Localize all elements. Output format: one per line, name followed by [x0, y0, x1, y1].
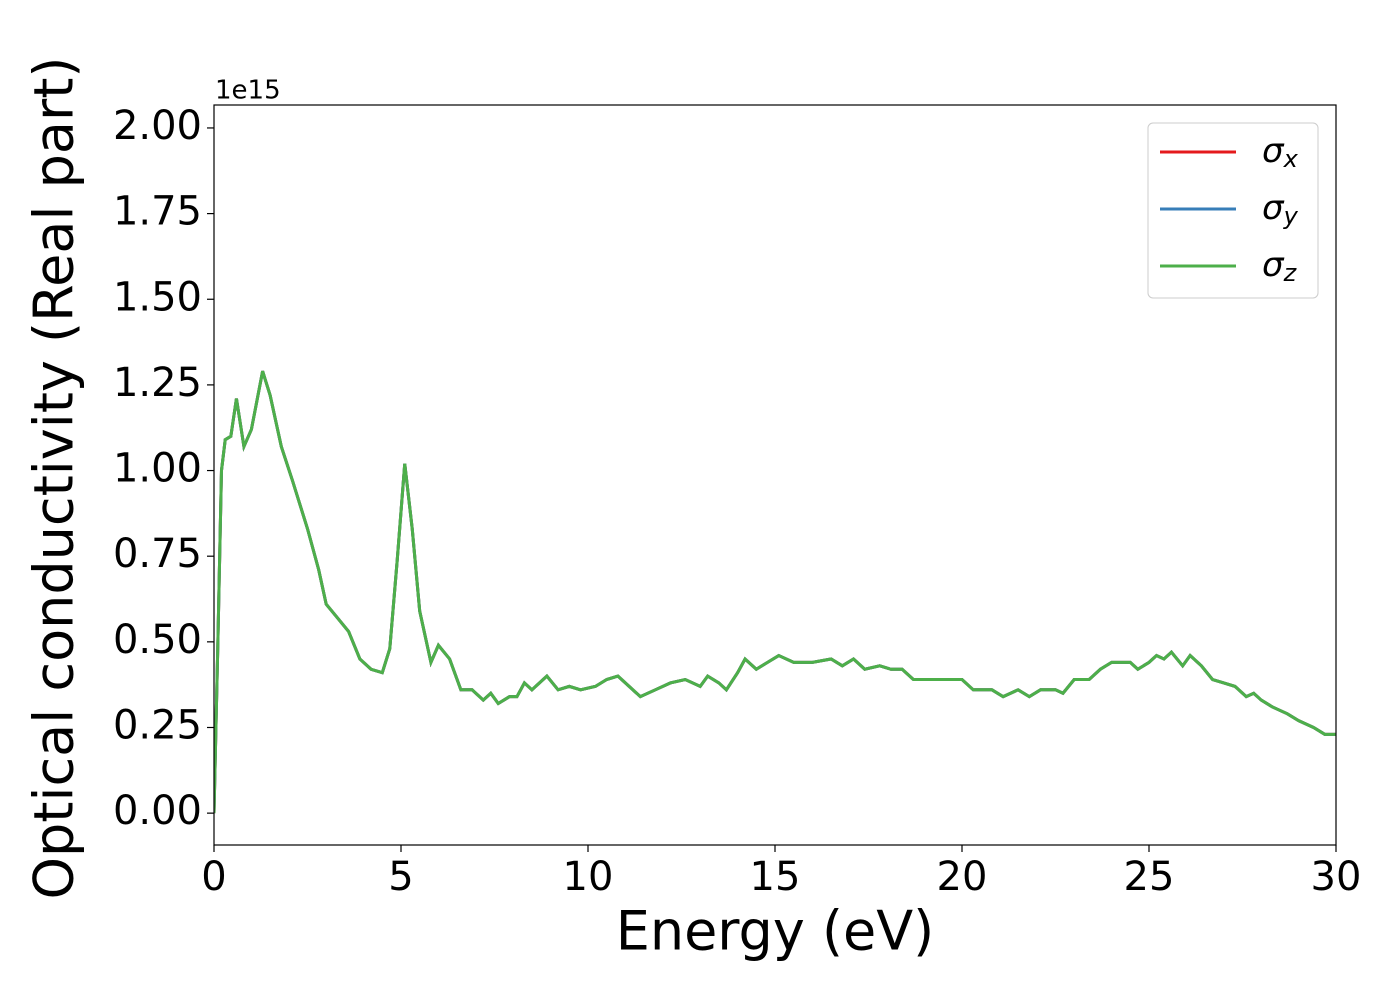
y-tick-label: 1.00: [113, 446, 202, 492]
x-tick-label: 30: [1311, 854, 1362, 900]
legend-symbol: σ: [1262, 131, 1285, 171]
y-tick-label: 0.75: [113, 531, 202, 577]
plot-frame: [213, 104, 1337, 846]
legend-subscript: z: [1283, 259, 1298, 287]
offset-text: 1e15: [215, 76, 281, 106]
legend-symbol: σ: [1262, 245, 1285, 285]
x-tick-label: 5: [388, 854, 413, 900]
y-tick-label: 1.75: [113, 189, 202, 235]
x-tick-label: 20: [937, 854, 988, 900]
y-tick-label: 1.50: [113, 274, 202, 320]
legend-label: σz: [1262, 245, 1298, 288]
legend-subscript: x: [1283, 145, 1299, 173]
x-tick-label: 15: [750, 854, 801, 900]
legend-subscript: y: [1283, 202, 1299, 230]
x-axis-label: Energy (eV): [616, 900, 935, 963]
x-tick-label: 0: [201, 854, 226, 900]
legend-label: σx: [1262, 131, 1299, 174]
y-axis-label: Optical conductivity (Real part): [23, 57, 86, 900]
x-tick-label: 25: [1124, 854, 1175, 900]
y-tick-label: 0.50: [113, 617, 202, 663]
data-line: [214, 370, 1336, 814]
y-tick-label: 0.25: [113, 702, 202, 748]
x-tick-label: 10: [563, 854, 614, 900]
data-line: [214, 370, 1336, 814]
legend-label: σy: [1262, 188, 1299, 231]
legend-symbol: σ: [1262, 188, 1285, 228]
y-tick-label: 1.25: [113, 360, 202, 406]
y-tick-label: 2.00: [113, 103, 202, 149]
data-line: [214, 370, 1336, 814]
y-tick-label: 0.00: [113, 788, 202, 834]
